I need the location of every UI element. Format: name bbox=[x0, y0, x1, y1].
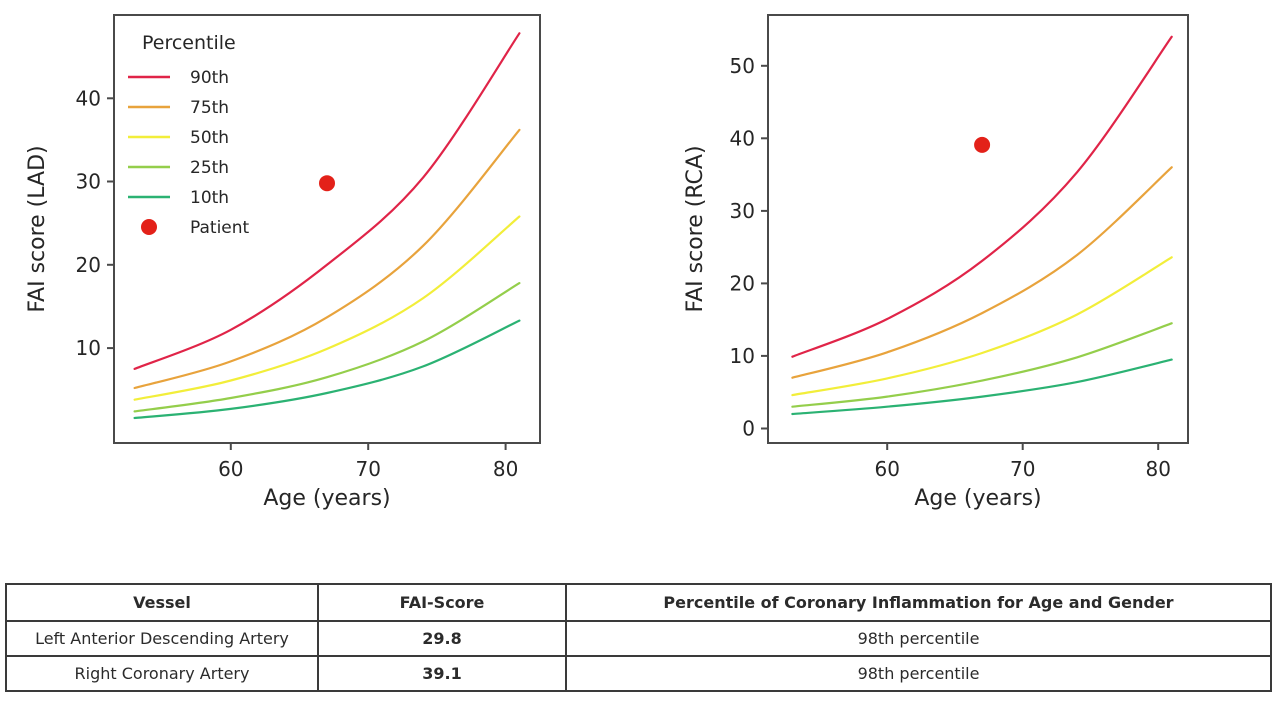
y-axis-label: FAI score (RCA) bbox=[683, 145, 708, 312]
series-line-50th bbox=[133, 215, 521, 401]
y-tick-label: 30 bbox=[730, 199, 755, 223]
series-line-10th bbox=[133, 319, 521, 420]
y-tick-label: 10 bbox=[76, 336, 101, 360]
lad-chart: 60 70 80 10 20 30 40 Age (years) FAI score (LAD)… bbox=[25, 14, 541, 511]
vessel-name: Right Coronary Artery bbox=[5, 655, 319, 692]
x-tick-label: 60 bbox=[218, 457, 243, 481]
series-line-90th bbox=[133, 32, 521, 370]
x-tick-label: 80 bbox=[493, 457, 518, 481]
rca-chart: 60 70 80 0 10 20 30 40 50 Age (years) FAI score (R… bbox=[683, 14, 1189, 511]
y-tick-label: 10 bbox=[730, 344, 755, 368]
percentile-value: 98th percentile bbox=[565, 655, 1272, 692]
y-axis-label: FAI score (LAD) bbox=[25, 145, 50, 312]
y-tick-label: 0 bbox=[742, 417, 755, 441]
y-tick-label: 30 bbox=[76, 170, 101, 194]
table-header-row: Vessel FAI-Score Percentile of Coronary … bbox=[5, 583, 1272, 622]
x-tick-label: 70 bbox=[355, 457, 380, 481]
col-header-percentile: Percentile of Coronary Inflammation for … bbox=[565, 583, 1272, 622]
legend-item-25th: 25th bbox=[190, 158, 229, 178]
vessel-name: Left Anterior Descending Artery bbox=[5, 620, 319, 657]
x-tick-label: 70 bbox=[1010, 457, 1035, 481]
legend-item-50th: 50th bbox=[190, 128, 229, 148]
y-tick-label: 20 bbox=[730, 271, 755, 295]
x-tick-label: 60 bbox=[874, 457, 899, 481]
fai-score-value: 39.1 bbox=[317, 655, 567, 692]
col-header-fai-score: FAI-Score bbox=[317, 583, 567, 622]
fai-score-value: 29.8 bbox=[317, 620, 567, 657]
legend-patient-dot-icon bbox=[141, 219, 157, 235]
series-line-90th bbox=[791, 35, 1173, 358]
plot-frame bbox=[113, 14, 541, 444]
x-tick-label: 80 bbox=[1145, 457, 1170, 481]
x-axis-label: Age (years) bbox=[914, 486, 1041, 511]
y-tick-label: 40 bbox=[730, 126, 755, 150]
y-tick-label: 20 bbox=[76, 253, 101, 277]
series-line-25th bbox=[791, 322, 1173, 408]
plot-frame bbox=[767, 14, 1189, 444]
legend: Percentile 90th 75th 50th 25th 10th Patient bbox=[128, 32, 250, 238]
x-axis-label: Age (years) bbox=[263, 486, 390, 511]
legend-item-10th: 10th bbox=[190, 188, 229, 208]
legend-item-90th: 90th bbox=[190, 68, 229, 88]
col-header-vessel: Vessel bbox=[5, 583, 319, 622]
legend-item-75th: 75th bbox=[190, 98, 229, 118]
legend-title: Percentile bbox=[142, 32, 236, 54]
percentile-charts: 60 70 80 10 20 30 40 Age (years) FAI score (LAD)… bbox=[25, 14, 1189, 511]
table-row-lad: Left Anterior Descending Artery 29.8 98t… bbox=[5, 620, 1272, 657]
patient-point bbox=[319, 175, 335, 192]
series-line-75th bbox=[133, 128, 521, 390]
y-tick-label: 40 bbox=[76, 86, 101, 110]
series-line-10th bbox=[791, 358, 1173, 416]
y-tick-label: 50 bbox=[730, 54, 755, 78]
results-table: Vessel FAI-Score Percentile of Coronary … bbox=[5, 583, 1272, 692]
percentile-value: 98th percentile bbox=[565, 620, 1272, 657]
table-row-rca: Right Coronary Artery 39.1 98th percenti… bbox=[5, 655, 1272, 692]
series-line-50th bbox=[791, 256, 1173, 397]
patient-point bbox=[974, 136, 991, 153]
legend-item-patient: Patient bbox=[190, 218, 250, 238]
series-line-25th bbox=[133, 282, 521, 413]
series-line-75th bbox=[791, 166, 1173, 379]
